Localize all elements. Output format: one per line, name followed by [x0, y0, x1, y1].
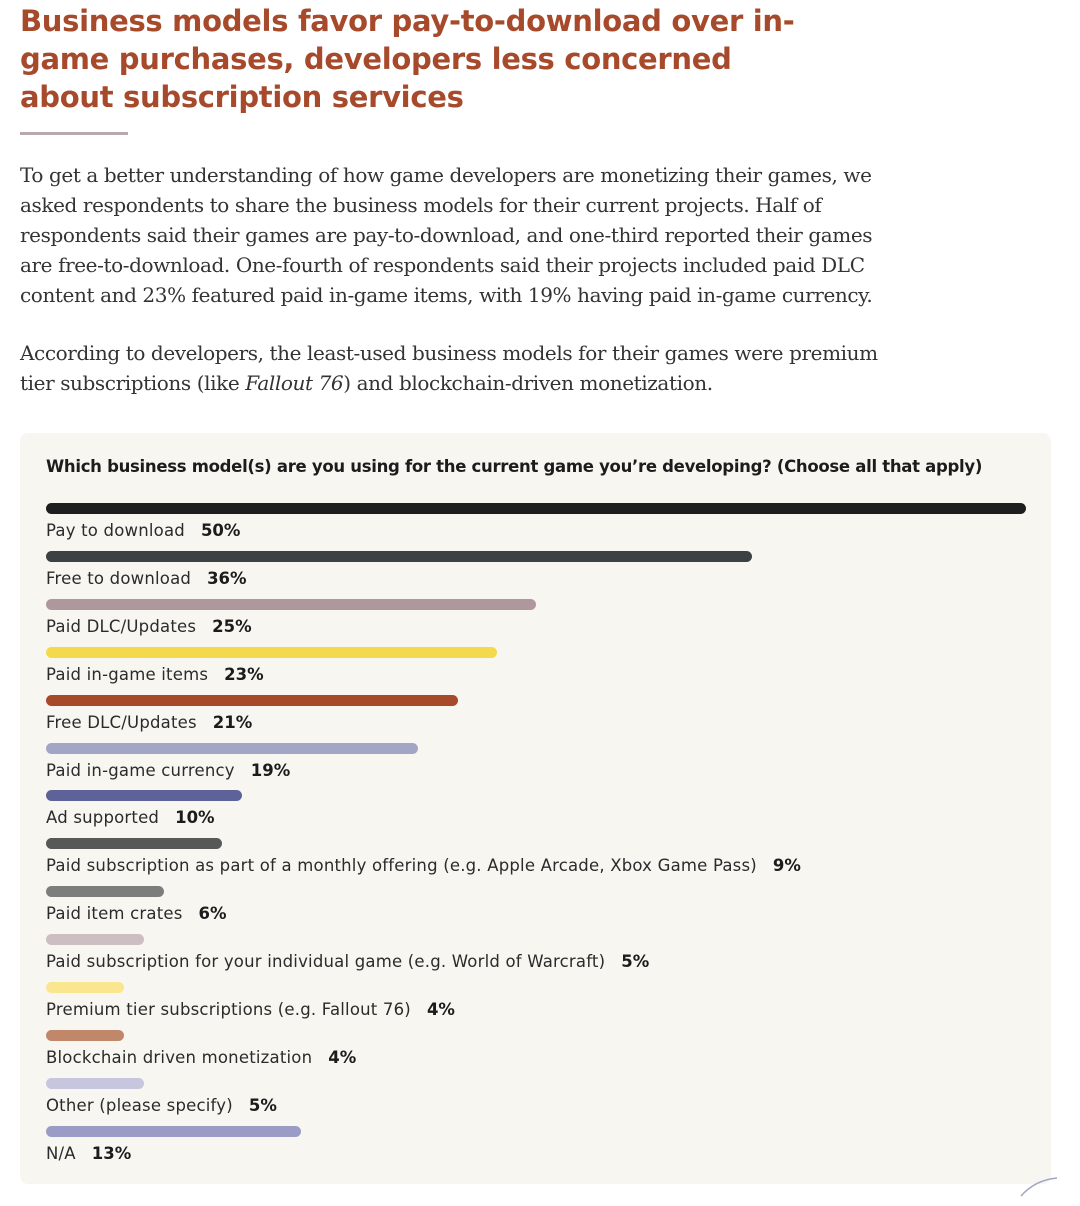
intro-paragraph-2: According to developers, the least-used …: [20, 338, 880, 398]
bar-label: Blockchain driven monetization 4%: [46, 1047, 356, 1069]
value-label: 5%: [248, 1095, 277, 1115]
chart-row: Paid item crates 6%: [46, 886, 1026, 934]
chart-title: Which business model(s) are you using fo…: [46, 457, 983, 476]
bar: [46, 550, 752, 562]
bar-label: Paid DLC/Updates 25%: [46, 616, 252, 638]
bar: [46, 1029, 125, 1041]
chart-row: Other (please specify) 5%: [46, 1077, 1026, 1126]
chart-card: Which business model(s) are you using fo…: [20, 433, 1057, 1197]
category-label: Paid item crates: [46, 904, 183, 924]
chart-row: N/A 13%: [46, 1125, 1026, 1174]
category-label: Paid subscription as part of a monthly o…: [46, 856, 757, 876]
intro-paragraph-1: To get a better understanding of how gam…: [20, 163, 873, 307]
bar-label: Paid subscription for your individual ga…: [46, 951, 649, 973]
bar: [46, 503, 1026, 514]
category-label: Paid DLC/Updates: [46, 616, 197, 636]
chart-row: Premium tier subscriptions (e.g. Fallout…: [46, 982, 1026, 1030]
bar-label: Free to download 36%: [46, 568, 247, 590]
category-label: Pay to download: [46, 521, 185, 540]
value-label: 50%: [200, 521, 241, 540]
chart-row: Free to download 36%: [46, 550, 1026, 599]
chart-row: Paid subscription for your individual ga…: [46, 934, 1026, 982]
bar: [46, 886, 164, 898]
bar-label: Other (please specify) 5%: [46, 1095, 277, 1117]
category-label: Other (please specify): [46, 1095, 233, 1115]
value-label: 10%: [175, 808, 215, 828]
value-label: 21%: [212, 712, 253, 732]
headline-divider: [20, 132, 128, 135]
category-label: Ad supported: [46, 808, 160, 828]
bar-label: Ad supported 10%: [46, 807, 215, 829]
bar-label: Paid item crates 6%: [46, 903, 227, 925]
category-label: Premium tier subscriptions (e.g. Fallout…: [46, 1000, 411, 1019]
chart-row: Paid subscription as part of a monthly o…: [46, 838, 1026, 886]
intro-paragraph-2-game-title: Fallout 76: [245, 371, 344, 395]
bar-label: Paid in-game items 23%: [46, 664, 264, 686]
category-label: Paid in-game currency: [46, 760, 235, 780]
bar: [46, 646, 497, 658]
bar: [46, 982, 125, 993]
chart-row: Blockchain driven monetization 4%: [46, 1029, 1026, 1078]
value-label: 4%: [328, 1047, 357, 1067]
chart-row: Pay to download 50%: [46, 503, 1026, 551]
category-label: Free DLC/Updates: [46, 712, 197, 732]
bar-label: Premium tier subscriptions (e.g. Fallout…: [46, 999, 455, 1021]
value-label: 6%: [198, 904, 227, 924]
bar-label: Pay to download 50%: [46, 520, 240, 542]
bar-label: Free DLC/Updates 21%: [46, 712, 252, 734]
bar-label: N/A 13%: [46, 1143, 131, 1165]
chart-row: Ad supported 10%: [46, 790, 1026, 838]
bar-label: Paid in-game currency 19%: [46, 760, 290, 782]
value-label: 19%: [250, 760, 291, 780]
value-label: 5%: [621, 952, 650, 972]
chart-row: Free DLC/Updates 21%: [46, 694, 1026, 743]
value-label: 23%: [224, 664, 264, 684]
bar: [46, 598, 536, 610]
bar: [46, 790, 242, 802]
corner-decoration: [1020, 1177, 1057, 1197]
bar: [46, 934, 144, 946]
category-label: Paid subscription for your individual ga…: [46, 952, 606, 972]
value-label: 36%: [207, 568, 247, 588]
bar-label: Paid subscription as part of a monthly o…: [46, 855, 801, 877]
intro-paragraph-2-text-a: According to developers, the least-used …: [20, 341, 878, 395]
intro-paragraph-2-text-b: ) and blockchain-driven monetization.: [343, 371, 713, 395]
bar: [46, 742, 419, 754]
value-label: 13%: [91, 1143, 132, 1163]
value-label: 25%: [212, 616, 252, 636]
bar: [46, 694, 458, 706]
bar: [46, 1077, 144, 1089]
value-label: 4%: [426, 1000, 455, 1019]
page-headline: Business models favor pay-to-download ov…: [20, 4, 795, 114]
category-label: Free to download: [46, 568, 192, 588]
bar: [46, 838, 223, 850]
value-label: 9%: [772, 856, 801, 876]
bar: [46, 1125, 301, 1137]
category-label: Blockchain driven monetization: [46, 1047, 313, 1067]
chart-row: Paid in-game items 23%: [46, 646, 1026, 695]
chart-row: Paid in-game currency 19%: [46, 742, 1026, 791]
chart-row: Paid DLC/Updates 25%: [46, 598, 1026, 647]
category-label: Paid in-game items: [46, 664, 209, 684]
category-label: N/A: [46, 1143, 76, 1163]
